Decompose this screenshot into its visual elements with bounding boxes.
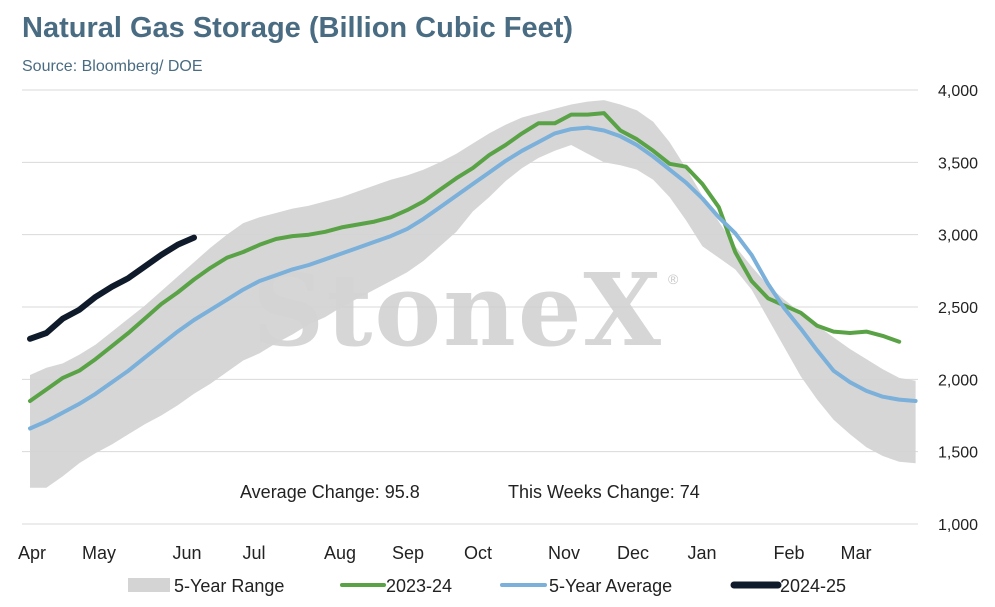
line-2024-25 <box>27 234 197 342</box>
x-tick-label: Jul <box>242 543 265 563</box>
y-tick-label: 4,000 <box>938 83 978 100</box>
y-tick-label: 1,000 <box>938 517 978 534</box>
x-tick-label: Aug <box>324 543 356 563</box>
y-tick-label: 3,500 <box>938 155 978 172</box>
series-lines-layer <box>27 111 918 431</box>
y-tick-label: 3,000 <box>938 228 978 245</box>
average-change-annotation: Average Change: 95.8 <box>240 482 420 502</box>
legend-swatch-range <box>128 578 170 592</box>
x-tick-label: Dec <box>617 543 649 563</box>
x-tick-label: Nov <box>548 543 580 563</box>
x-tick-label: Jun <box>172 543 201 563</box>
legend-label-range: 5-Year Range <box>174 576 284 596</box>
y-axis-ticks: 1,000 1,500 2,000 2,500 3,000 3,500 4,000 <box>938 83 978 534</box>
chart-source: Source: Bloomberg/ DOE <box>22 58 203 75</box>
this-week-change-annotation: This Weeks Change: 74 <box>508 482 700 502</box>
range-band <box>30 100 916 488</box>
legend-label-2024-25: 2024-25 <box>780 576 846 596</box>
line-5-year-average <box>28 125 918 431</box>
x-tick-label: Mar <box>841 543 872 563</box>
y-tick-label: 2,000 <box>938 372 978 389</box>
legend-label-2023-24: 2023-24 <box>386 576 452 596</box>
x-tick-label: Oct <box>464 543 492 563</box>
x-tick-label: May <box>82 543 116 563</box>
legend: 5-Year Range 2023-24 5-Year Average 2024… <box>128 576 846 596</box>
x-tick-label: Sep <box>392 543 424 563</box>
x-axis-ticks: Apr May Jun Jul Aug Sep Oct Nov Dec Jan Feb Mar <box>18 543 872 563</box>
y-tick-label: 1,500 <box>938 445 978 462</box>
y-tick-label: 2,500 <box>938 300 978 317</box>
registered-mark: ® <box>668 271 679 287</box>
x-tick-label: Feb <box>773 543 804 563</box>
range-band-layer <box>30 100 916 488</box>
legend-label-5-year-average: 5-Year Average <box>549 576 672 596</box>
chart-title: Natural Gas Storage (Billion Cubic Feet) <box>22 12 574 44</box>
x-tick-label: Jan <box>687 543 716 563</box>
x-tick-label: Apr <box>18 543 46 563</box>
line-2023-24 <box>28 111 902 403</box>
